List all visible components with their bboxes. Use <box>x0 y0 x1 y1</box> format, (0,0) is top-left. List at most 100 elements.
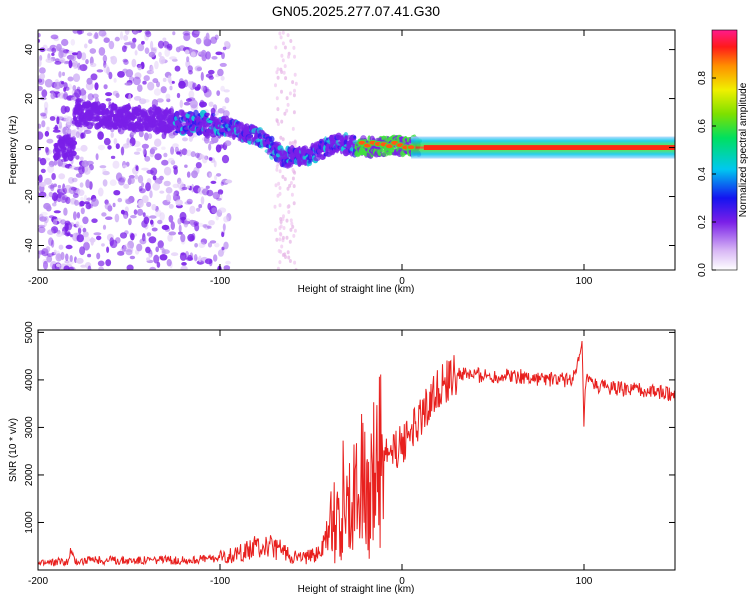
spectrogram-noise-blob <box>137 84 143 92</box>
spectrogram-noise-blob <box>137 64 143 71</box>
spectrogram-noise-blob <box>114 36 120 42</box>
spectrogram-noise-blob <box>204 258 213 265</box>
spectrogram-noise-blob <box>189 99 198 109</box>
spectrogram-noise-blob <box>52 202 57 207</box>
spectrogram-noise-blob <box>48 184 55 189</box>
spectrogram-noise-blob <box>72 61 77 70</box>
spectrogram-noise-blob <box>186 198 193 205</box>
spectrogram-noise-blob <box>45 146 49 153</box>
spectrogram-noise-blob <box>278 237 282 242</box>
spectrogram-noise-blob <box>43 101 49 111</box>
spectrogram-noise-blob <box>205 87 210 93</box>
spectrogram-noise-blob <box>53 195 58 204</box>
spectrogram-noise-blob <box>126 264 134 270</box>
spectrogram-noise-blob <box>287 255 291 260</box>
spectrogram-noise-blob <box>184 201 192 205</box>
spectrogram-noise-blob <box>102 170 110 176</box>
spectrogram-noise-blob <box>68 177 75 184</box>
spectrogram-noise-blob <box>145 182 151 192</box>
spectrogram-noise-blob <box>128 218 132 226</box>
spectrogram-noise-blob <box>293 170 297 175</box>
spectrogram-noise-blob <box>150 219 154 225</box>
spectrogram-noise-blob <box>56 43 62 52</box>
spectrogram-noise-blob <box>76 234 85 243</box>
spectrogram-noise-blob <box>274 183 278 188</box>
spectrogram-noise-blob <box>165 187 173 194</box>
spectrogram-noise-blob <box>40 168 46 174</box>
spectrogram-noise-blob <box>62 196 66 201</box>
spectrogram-noise-blob <box>290 192 294 197</box>
spectrogram-peak-line <box>423 145 675 150</box>
spectrogram-noise-blob <box>108 71 113 80</box>
spectrogram-noise-blob <box>158 51 162 58</box>
spectrogram-noise-blob <box>177 218 182 225</box>
spectrogram-noise-blob <box>205 185 210 189</box>
spectrogram-noise-blob <box>280 244 284 249</box>
spectrogram-noise-blob <box>279 249 283 254</box>
spectrogram-noise-blob <box>106 66 110 76</box>
spectrogram-noise-blob <box>47 165 55 174</box>
spectrogram-noise-blob <box>177 181 185 190</box>
spectrogram-noise-blob <box>94 32 99 40</box>
spectrogram-noise-blob <box>281 58 285 63</box>
colorbar-tick-label: 0.6 <box>697 119 708 133</box>
spectrogram-noise-blob <box>103 37 110 43</box>
spectrogram-noise-blob <box>276 266 280 270</box>
spectrogram-noise-blob <box>97 144 105 151</box>
snr-panel: -200 -100 0 100 1000 2000 3000 4000 5000 Height… <box>8 321 676 595</box>
spectrogram-noise-blob <box>155 246 159 253</box>
spectrogram-noise-blob <box>39 73 46 80</box>
spectrogram-noise-blob <box>282 226 286 230</box>
spectrogram-noise-blob <box>101 243 105 247</box>
spectrogram-noise-blob <box>166 98 171 103</box>
spectrogram-noise-blob <box>109 237 114 247</box>
spectrogram-noise-blob <box>198 255 202 263</box>
spectrogram-noise-blob <box>278 169 282 174</box>
spectrogram-noise-blob <box>133 209 138 215</box>
spectrogram-noise-blob <box>125 249 133 256</box>
spectrogram-noise-blob <box>288 239 292 244</box>
spectrogram-noise-blob <box>275 167 279 172</box>
spectrogram-noise-blob <box>137 43 145 52</box>
spectrogram-noise-blob <box>273 204 277 209</box>
spectrogram-noise-blob <box>274 83 277 88</box>
spectrogram-noise-blob <box>275 237 279 242</box>
spectrogram-noise-blob <box>287 210 291 214</box>
spectrogram-noise-blob <box>207 242 213 248</box>
spectrogram-noise-blob <box>293 228 297 233</box>
spectrogram-noise-blob <box>64 260 70 264</box>
spectrogram-noise-blob <box>45 58 54 63</box>
spectrogram-noise-blob <box>65 196 71 204</box>
spectrogram-noise-blob <box>61 81 65 85</box>
spectrogram-noise-blob <box>190 151 196 158</box>
spectrogram-noise-blob <box>83 129 92 134</box>
spectrogram-noise-blob <box>68 266 74 270</box>
spectrogram-noise-blob <box>148 51 156 58</box>
colorbar-tick-label: 0.0 <box>697 263 708 277</box>
spectrogram-noise-blob <box>115 93 120 98</box>
spectrogram-noise-blob <box>292 93 296 98</box>
spectrogram-noise-blob <box>277 181 281 186</box>
spectrogram-signal-blob <box>114 125 118 130</box>
spectrogram-noise-blob <box>278 260 282 265</box>
spectrogram-noise-blob <box>274 228 278 232</box>
spectrogram-noise-blob <box>123 214 128 219</box>
spectrogram-noise-blob <box>156 98 164 103</box>
spectrogram-noise-blob <box>84 43 88 49</box>
spectrogram-noise-blob <box>161 159 169 166</box>
spectrogram-noise-blob <box>144 47 150 54</box>
spectrogram-noise-blob <box>293 54 296 59</box>
spectrogram-noise-blob <box>286 186 290 191</box>
spectrogram-noise-blob <box>96 235 102 241</box>
spectrogram-noise-blob <box>108 40 115 50</box>
spectrogram-noise-blob <box>47 229 54 235</box>
spectrogram-noise-blob <box>225 179 233 184</box>
spectrogram-noise-blob <box>178 224 182 233</box>
spectrogram-noise-blob <box>141 182 145 188</box>
spectrogram-noise-blob <box>186 185 190 189</box>
spectrogram-noise-blob <box>275 70 279 75</box>
spectrogram-noise-blob <box>141 195 149 204</box>
spectrogram-noise-blob <box>159 190 165 194</box>
spectrogram-y-axis: -40 -20 0 20 40 <box>24 44 675 253</box>
